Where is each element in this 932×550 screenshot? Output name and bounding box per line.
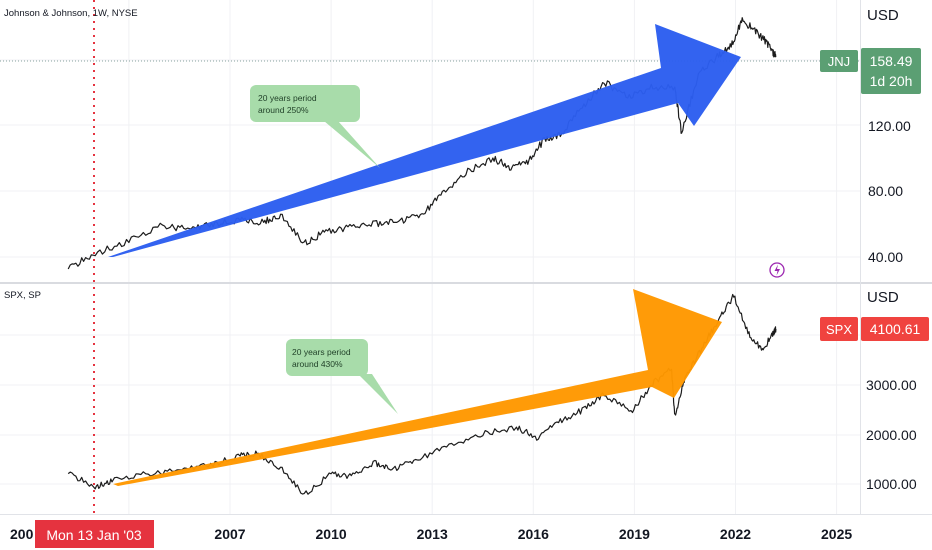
time-tick-2016: 2016 (518, 526, 549, 542)
spx-legend-title[interactable]: SPX, SP (4, 290, 41, 301)
jnj-ticker-label: JNJ (828, 54, 850, 69)
spx-currency-label: USD (867, 289, 899, 306)
time-axis[interactable]: 200 2007 2010 2013 2016 2019 2022 2025 (10, 526, 852, 542)
spx-callout-line-1: 20 years period (292, 347, 351, 357)
spx-callout-line-2: around 430% (292, 359, 343, 369)
time-tick-200: 200 (10, 526, 34, 542)
jnj-callout-line-1: 20 years period (258, 93, 317, 103)
spx-trend-arrow[interactable] (113, 289, 722, 486)
time-tick-2019: 2019 (619, 526, 650, 542)
grid-lines (0, 0, 860, 514)
time-tick-2013: 2013 (417, 526, 448, 542)
jnj-legend-title[interactable]: Johnson & Johnson, 1W, NYSE (4, 8, 138, 19)
jnj-y-tick-80: 80.00 (868, 183, 903, 199)
spx-last-price-badge[interactable]: 4100.61 (861, 317, 929, 341)
jnj-last-price-badge[interactable]: 158.49 1d 20h (861, 48, 921, 94)
spx-ticker-badge[interactable]: SPX (820, 317, 858, 341)
jnj-trend-arrow[interactable] (108, 24, 741, 257)
jnj-y-tick-120: 120.00 (868, 118, 911, 134)
spx-last-price: 4100.61 (870, 321, 921, 337)
top-pane[interactable] (0, 0, 860, 282)
jnj-callout-line-2: around 250% (258, 105, 309, 115)
time-tick-2022: 2022 (720, 526, 751, 542)
jnj-countdown: 1d 20h (870, 73, 913, 89)
jnj-callout[interactable]: 20 years period around 250% (250, 85, 380, 168)
crosshair-date-label: Mon 13 Jan '03 (46, 527, 142, 543)
time-tick-2010: 2010 (316, 526, 347, 542)
jnj-ticker-badge[interactable]: JNJ (820, 50, 858, 72)
jnj-y-tick-40: 40.00 (868, 249, 903, 265)
spx-y-tick-2000: 2000.00 (866, 427, 917, 443)
time-tick-2007: 2007 (214, 526, 245, 542)
crosshair-date-badge: Mon 13 Jan '03 (35, 520, 154, 548)
spx-y-tick-3000: 3000.00 (866, 377, 917, 393)
spx-ticker-label: SPX (826, 322, 852, 337)
time-tick-2025: 2025 (821, 526, 852, 542)
jnj-last-price: 158.49 (870, 53, 913, 69)
spx-y-tick-1000: 1000.00 (866, 476, 917, 492)
spx-callout[interactable]: 20 years period around 430% (286, 339, 398, 414)
jnj-currency-label: USD (867, 7, 899, 24)
lightning-alert-icon[interactable] (769, 262, 785, 278)
